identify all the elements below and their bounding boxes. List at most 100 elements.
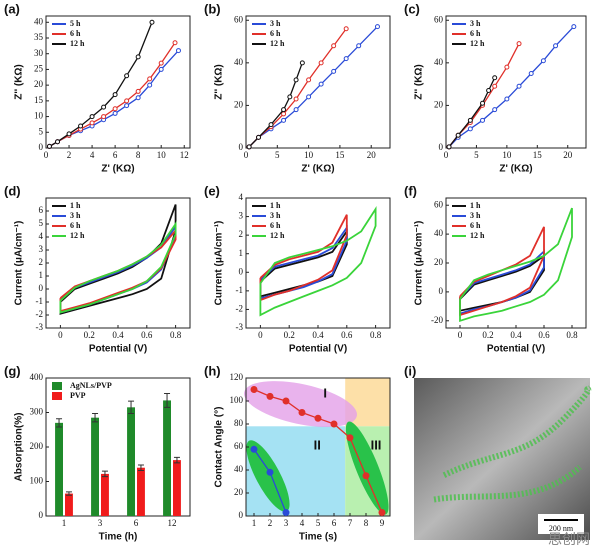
panel-label: (c) <box>404 1 420 16</box>
y-tick-label: 100 <box>30 476 44 486</box>
point <box>486 88 492 94</box>
legend-label: 6 h <box>470 29 481 38</box>
x-tick-label: 6 <box>332 518 337 528</box>
point <box>346 434 354 442</box>
y-tick-label: 0 <box>239 142 244 152</box>
legend-swatch <box>52 382 62 390</box>
y-tick-label: 6 <box>39 205 44 215</box>
point <box>101 114 107 120</box>
point <box>314 414 322 422</box>
x-tick-label: 10 <box>304 150 314 160</box>
point <box>330 420 338 428</box>
x-tick-label: 20 <box>563 150 573 160</box>
y-tick-label: 60 <box>234 441 244 451</box>
x-tick-label: 2 <box>268 518 273 528</box>
point <box>467 126 473 132</box>
point <box>293 107 299 113</box>
x-tick-label: 0 <box>44 150 49 160</box>
point <box>571 24 577 30</box>
x-tick-label: 0.4 <box>312 330 324 340</box>
y-tick-label: 60 <box>434 199 444 209</box>
x-tick-label: 10 <box>502 150 512 160</box>
legend-label: 5 h <box>70 19 81 28</box>
y-tick-label: 400 <box>30 372 44 382</box>
series-line <box>49 22 153 147</box>
legend-label: 12 h <box>70 39 85 48</box>
annotation: II <box>314 438 321 453</box>
legend-label: 6 h <box>470 221 481 230</box>
point <box>147 76 153 82</box>
x-tick-label: 0.8 <box>566 330 578 340</box>
point <box>356 43 362 49</box>
point <box>318 81 324 87</box>
x-tick-label: 4 <box>300 518 305 528</box>
point <box>492 83 498 89</box>
micrograph <box>414 378 590 540</box>
point <box>172 40 178 46</box>
legend-label: 3 h <box>270 19 281 28</box>
point <box>480 100 486 106</box>
x-axis-label: Potential (V) <box>89 344 147 355</box>
y-axis-label: Z'' (KΩ) <box>414 64 425 100</box>
bar <box>65 493 73 516</box>
y-tick-label: 60 <box>434 14 444 24</box>
point <box>89 114 95 120</box>
point <box>293 96 299 102</box>
point <box>455 132 461 138</box>
y-axis-label: Absorption(%) <box>14 413 25 482</box>
x-tick-label: 15 <box>533 150 543 160</box>
y-tick-label: 0 <box>39 510 44 520</box>
bar <box>173 460 181 516</box>
y-tick-label: 40 <box>434 228 444 238</box>
y-tick-label: 0 <box>239 510 244 520</box>
point <box>112 110 118 116</box>
x-tick-label: 0.2 <box>84 330 95 340</box>
y-tick-label: 40 <box>234 464 244 474</box>
point <box>467 117 473 123</box>
point <box>147 82 153 88</box>
point <box>298 409 306 416</box>
y-axis-label: Current (μA/cm⁻¹) <box>414 221 425 306</box>
point <box>158 60 164 66</box>
y-axis-label: Current (μA/cm⁻¹) <box>214 221 225 306</box>
y-axis-label: Z'' (KΩ) <box>14 64 25 100</box>
point <box>246 144 252 150</box>
point <box>268 122 274 128</box>
x-tick-label: 0.4 <box>510 330 522 340</box>
highlight <box>345 421 389 515</box>
point <box>135 54 141 60</box>
y-tick-label: -3 <box>236 322 244 332</box>
x-tick-label: 12 <box>180 150 189 160</box>
y-tick-label: 0 <box>39 283 44 293</box>
x-axis-label: Potential (V) <box>289 344 347 355</box>
legend-label: 6 h <box>270 29 281 38</box>
x-tick-label: 0 <box>458 330 463 340</box>
point <box>282 397 290 405</box>
x-tick-label: 10 <box>157 150 167 160</box>
nanowire <box>433 464 582 503</box>
point <box>306 77 312 83</box>
y-tick-label: 0 <box>439 142 444 152</box>
y-tick-label: 4 <box>239 192 244 202</box>
y-tick-label: 5 <box>39 126 44 136</box>
x-axis-label: Time (s) <box>299 532 337 543</box>
x-tick-label: 0 <box>444 150 449 160</box>
y-tick-label: -20 <box>431 315 443 325</box>
point <box>266 468 274 476</box>
bar <box>55 422 63 516</box>
legend-label: 12 h <box>70 231 85 240</box>
point <box>362 472 370 480</box>
plot-frame <box>245 15 391 149</box>
error-bar <box>164 393 171 408</box>
x-tick-label: 0 <box>258 330 263 340</box>
y-tick-label: 3 <box>239 211 244 221</box>
point <box>492 75 498 81</box>
y-tick-label: 60 <box>234 14 244 24</box>
panel-label: (e) <box>204 183 220 198</box>
scale-label: 200 nm <box>549 524 574 533</box>
x-axis-label: Z' (KΩ) <box>101 164 134 175</box>
bar <box>137 467 145 516</box>
y-tick-label: 20 <box>434 257 444 267</box>
y-tick-label: -3 <box>36 322 44 332</box>
